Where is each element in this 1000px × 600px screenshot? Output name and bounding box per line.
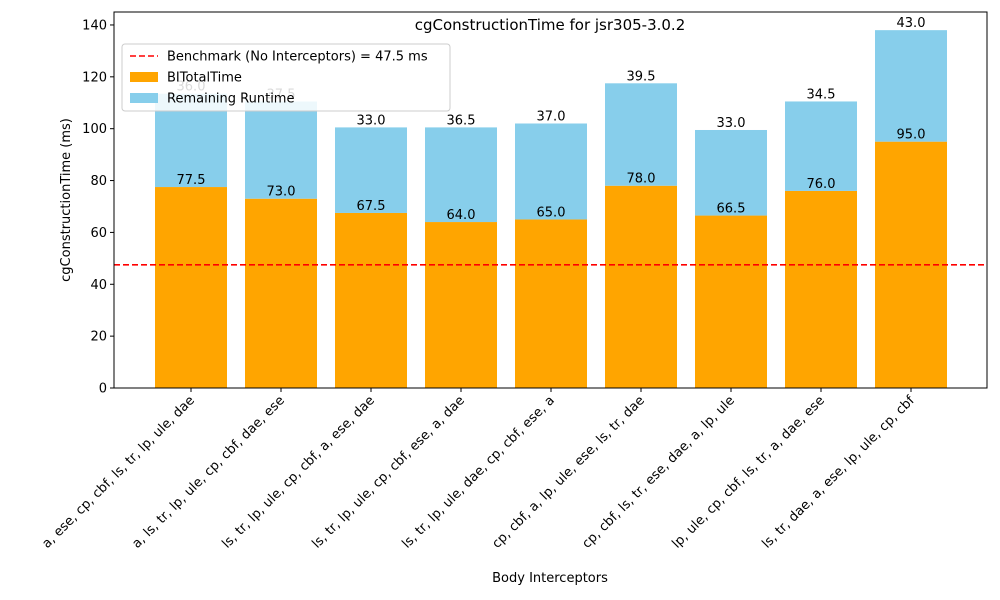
bar-5-remaining-runtime (515, 123, 587, 220)
bars-group (155, 30, 947, 388)
y-tick-label: 140 (82, 18, 107, 33)
data-label-9-bitotaltime: 95.0 (897, 128, 926, 143)
data-label-8-remaining-runtime: 34.5 (807, 87, 836, 102)
y-axis: 0 20 40 60 80 100 120 140 (82, 18, 114, 397)
data-label-3-bitotaltime: 67.5 (357, 199, 386, 214)
data-label-9-remaining-runtime: 43.0 (897, 16, 926, 31)
x-axis-label: Body Interceptors (492, 571, 608, 586)
bar-4-bitotaltime (425, 222, 497, 388)
legend-remaining-runtime-label: Remaining Runtime (167, 92, 294, 107)
legend-bitotaltime-swatch (130, 72, 158, 82)
bar-8-remaining-runtime (785, 101, 857, 191)
data-label-2-bitotaltime: 73.0 (267, 185, 296, 200)
bar-2-remaining-runtime (245, 101, 317, 199)
y-tick-label: 40 (90, 278, 107, 293)
chart-title: cgConstructionTime for jsr305-3.0.2 (415, 16, 686, 34)
bar-3-remaining-runtime (335, 127, 407, 213)
bar-3-bitotaltime (335, 212, 407, 388)
data-label-3-remaining-runtime: 33.0 (357, 113, 386, 128)
bar-6-bitotaltime (605, 185, 677, 388)
data-label-4-remaining-runtime: 36.5 (447, 113, 476, 128)
y-axis-label: cgConstructionTime (ms) (59, 118, 74, 282)
bar-7-bitotaltime (695, 215, 767, 388)
data-label-4-bitotaltime: 64.0 (447, 208, 476, 223)
legend: Benchmark (No Interceptors) = 47.5 ms BIT… (121, 43, 451, 112)
bar-5-bitotaltime (515, 219, 587, 388)
y-tick-label: 20 (90, 330, 107, 345)
data-label-6-remaining-runtime: 39.5 (627, 69, 656, 84)
data-label-6-bitotaltime: 78.0 (627, 172, 656, 187)
bar-9-remaining-runtime (875, 30, 947, 142)
y-tick-label: 100 (82, 122, 107, 137)
bar-1-bitotaltime (155, 187, 227, 388)
legend-box (121, 43, 451, 112)
legend-benchmark-label: Benchmark (No Interceptors) = 47.5 ms (167, 50, 428, 65)
data-label-8-bitotaltime: 76.0 (807, 177, 836, 192)
bar-6-remaining-runtime (605, 83, 677, 186)
bar-8-bitotaltime (785, 190, 857, 388)
bar-7-remaining-runtime (695, 129, 767, 216)
data-label-5-bitotaltime: 65.0 (537, 205, 566, 220)
bar-4-remaining-runtime (425, 127, 497, 223)
y-tick-label: 0 (99, 382, 107, 397)
bar-2-bitotaltime (245, 198, 317, 388)
legend-bitotaltime-label: BITotalTime (167, 71, 242, 86)
y-tick-label: 60 (90, 226, 107, 241)
y-tick-label: 120 (82, 70, 107, 85)
legend-remaining-runtime-swatch (130, 93, 158, 103)
data-label-1-bitotaltime: 77.5 (177, 173, 206, 188)
data-label-7-bitotaltime: 66.5 (717, 202, 746, 217)
data-label-7-remaining-runtime: 33.0 (717, 116, 746, 131)
data-label-5-remaining-runtime: 37.0 (537, 110, 566, 125)
y-tick-label: 80 (90, 174, 107, 189)
